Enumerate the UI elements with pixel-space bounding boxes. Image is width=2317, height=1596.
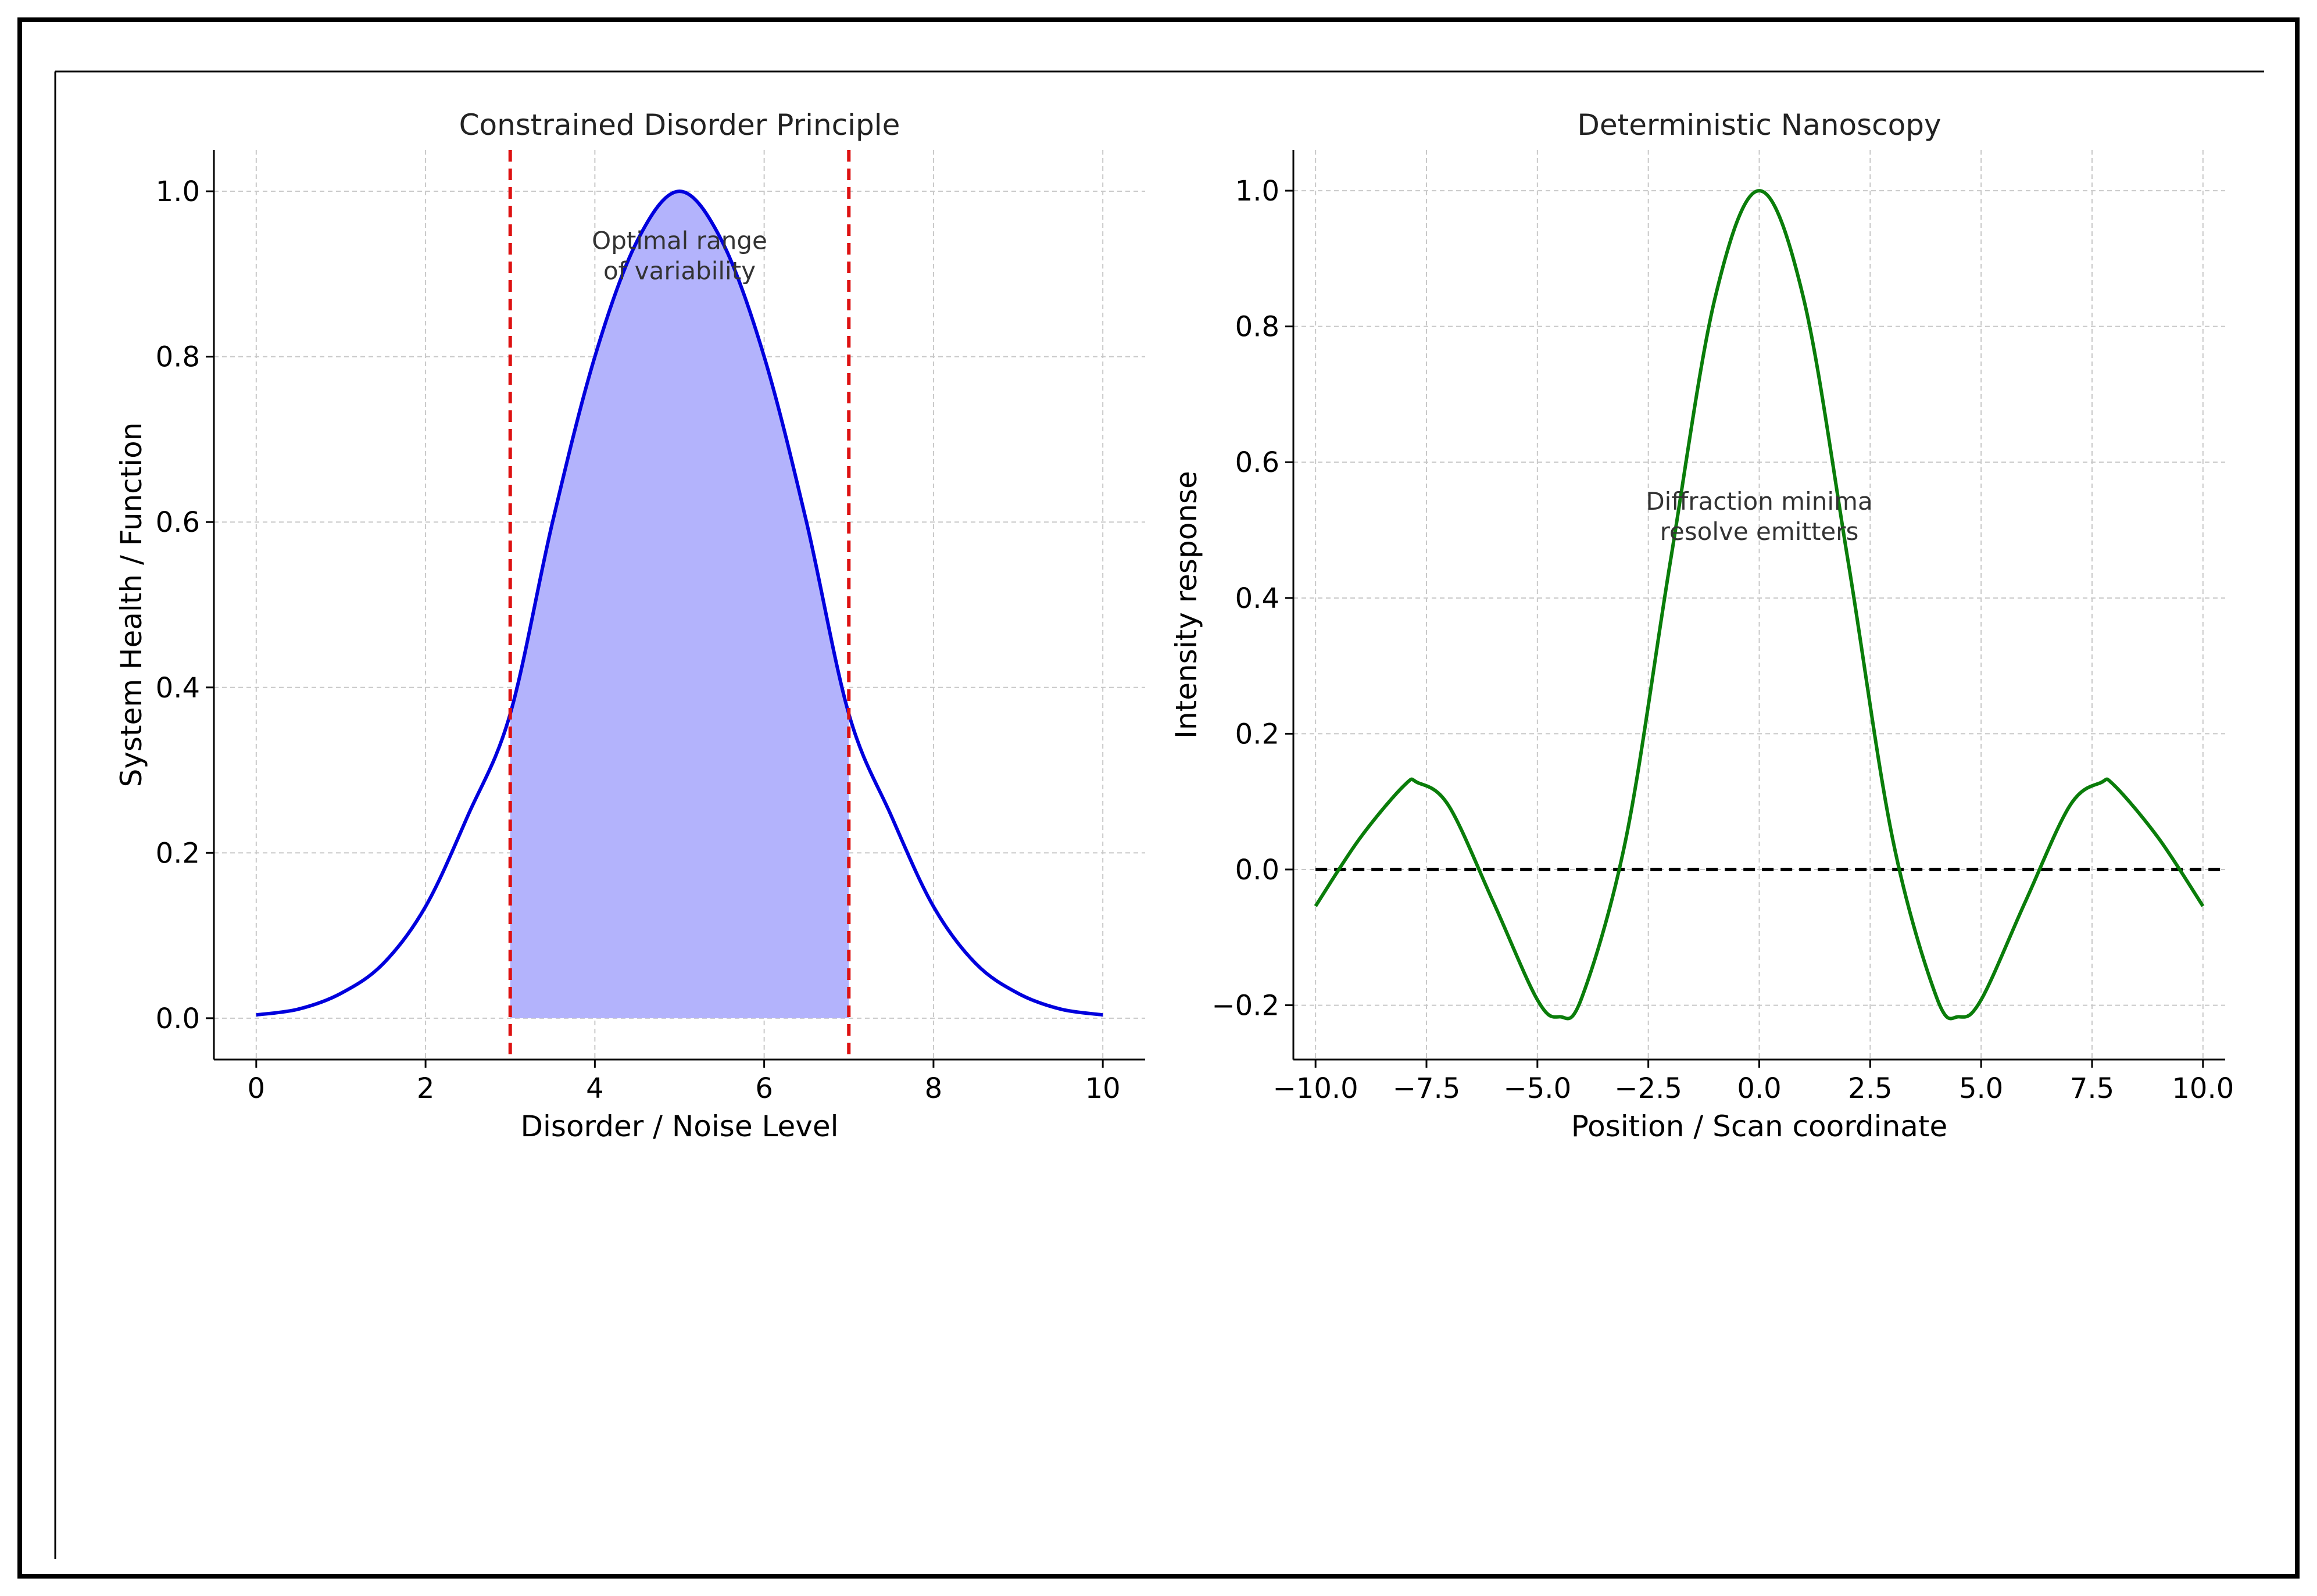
y-tick-label: 0.4: [156, 672, 200, 704]
annotation-text: of variability: [603, 257, 756, 285]
x-tick-label: 10.0: [2172, 1072, 2234, 1105]
series-line: [256, 189, 1103, 1017]
x-tick-label: 6: [755, 1072, 773, 1105]
x-tick-label: 5.0: [1959, 1072, 2003, 1105]
chart-title: Constrained Disorder Principle: [459, 108, 900, 142]
y-tick-label: 0.8: [1235, 311, 1279, 343]
annotation-text: Optimal range: [592, 227, 767, 255]
x-tick-label: 4: [586, 1072, 604, 1105]
y-tick-label: 0.4: [1235, 582, 1279, 615]
x-tick-label: −10.0: [1273, 1072, 1358, 1105]
y-tick-label: 0.0: [1235, 854, 1279, 886]
y-axis-label: Intensity response: [1170, 471, 1203, 739]
x-tick-label: 7.5: [2070, 1072, 2114, 1105]
y-tick-label: 0.0: [156, 1003, 200, 1035]
y-tick-label: 0.6: [156, 506, 200, 539]
x-tick-label: 8: [925, 1072, 943, 1105]
y-tick-label: 0.6: [1235, 446, 1279, 479]
y-tick-label: 0.2: [156, 837, 200, 869]
y-tick-label: 1.0: [1235, 175, 1279, 207]
x-tick-label: 0: [248, 1072, 266, 1105]
y-tick-label: 0.2: [1235, 718, 1279, 750]
x-axis-label: Disorder / Noise Level: [521, 1110, 839, 1143]
outer-frame: [17, 17, 2300, 1579]
annotation-text: Diffraction minima: [1646, 487, 1872, 516]
y-axis-label: System Health / Function: [115, 423, 148, 788]
shaded-region: [510, 191, 849, 1018]
chart-title: Deterministic Nanoscopy: [1577, 108, 1941, 142]
x-tick-label: −7.5: [1393, 1072, 1461, 1105]
x-tick-label: 2: [417, 1072, 435, 1105]
chart-deterministic-nanoscopy: −10.0 −7.5 −5.0 −2.5 0.0 2.5 5.0 7.5 10.0 −0.2 0.0…: [1170, 108, 2234, 1143]
y-tick-label: −0.2: [1211, 990, 1279, 1022]
x-axis-label: Position / Scan coordinate: [1571, 1110, 1947, 1143]
annotation-text: resolve emitters: [1660, 517, 1859, 546]
x-tick-label: 10: [1085, 1072, 1121, 1105]
x-tick-label: −2.5: [1614, 1072, 1682, 1105]
chart-constrained-disorder: 0 2 4 6 8 10 0.0 0.2 0.4 0.6 0.8 1.0 Constrained Dis…: [115, 108, 1145, 1143]
series-line: [1314, 189, 2205, 1021]
x-tick-label: 0.0: [1737, 1072, 1781, 1105]
y-tick-label: 1.0: [156, 176, 200, 208]
x-tick-label: 2.5: [1848, 1072, 1892, 1105]
y-tick-label: 0.8: [156, 341, 200, 374]
x-tick-label: −5.0: [1504, 1072, 1572, 1105]
